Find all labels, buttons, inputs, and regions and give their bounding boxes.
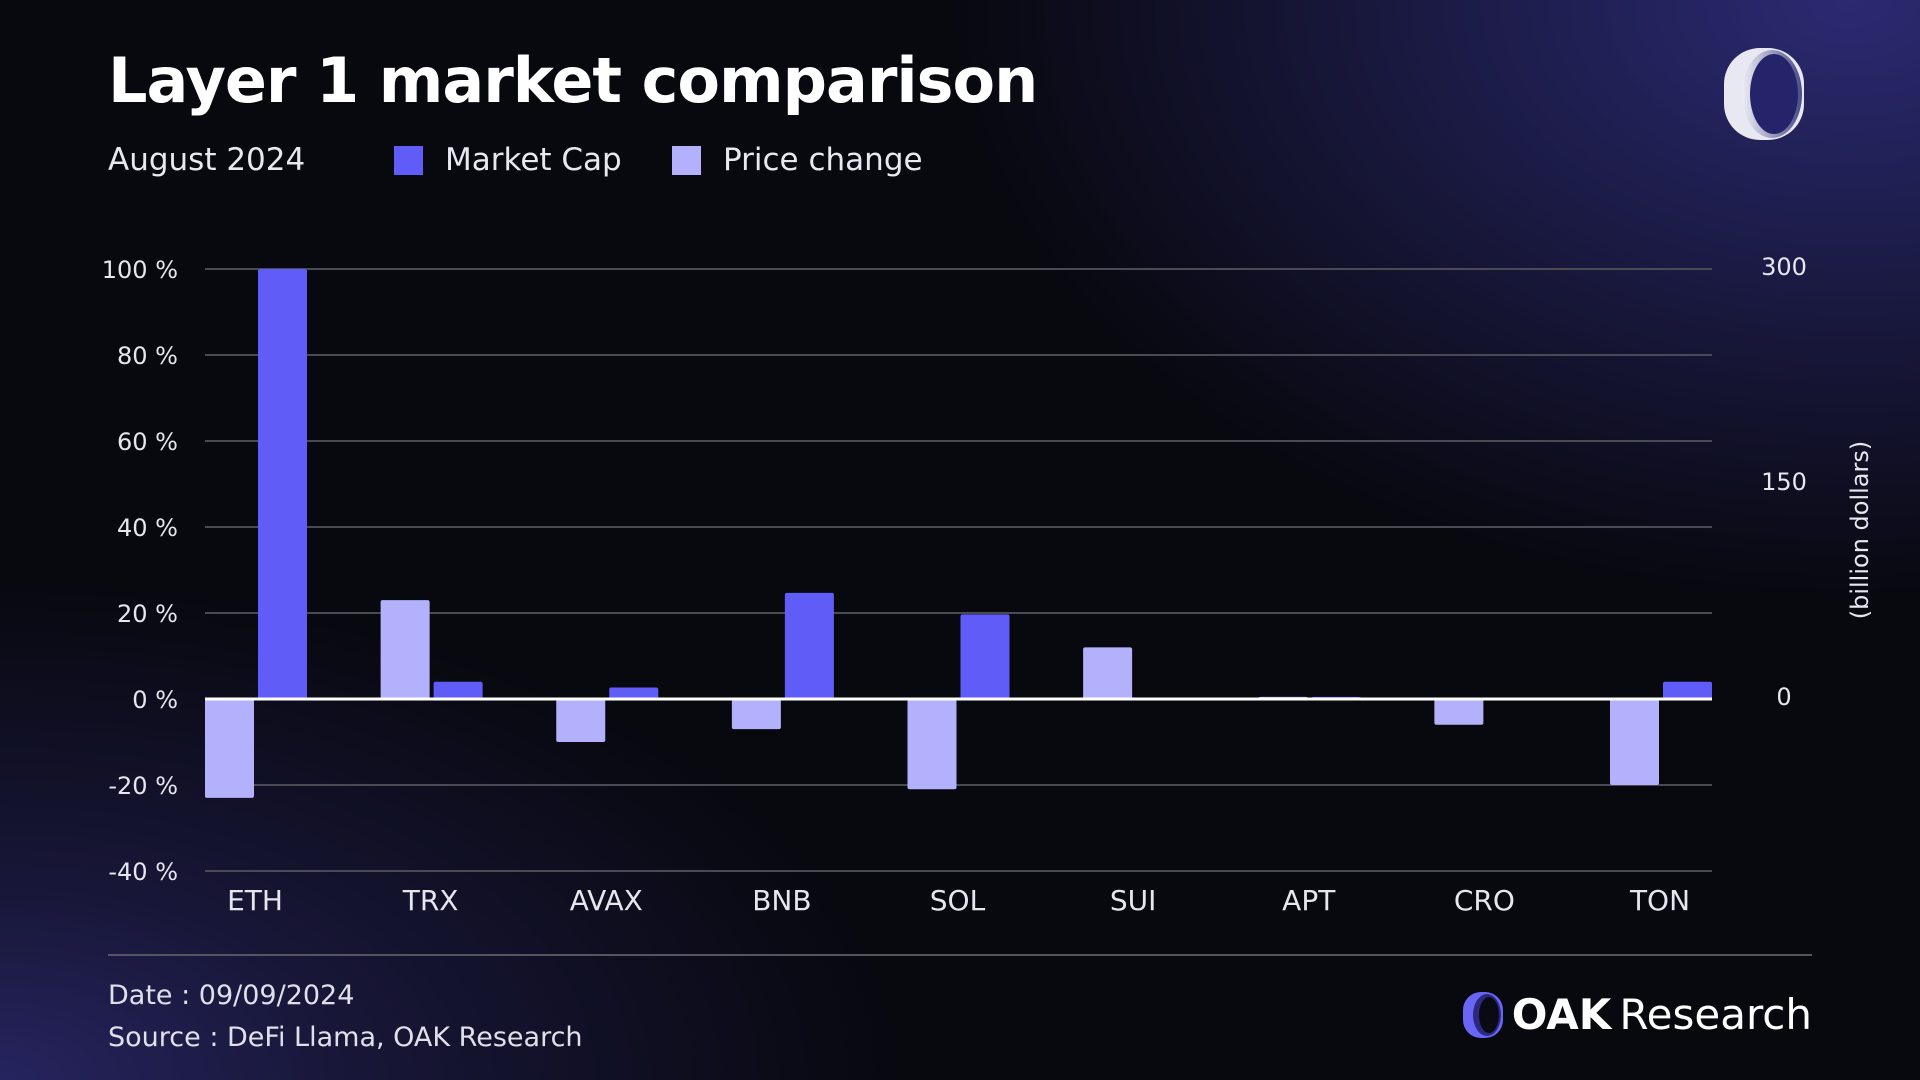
- x-tick-label: BNB: [752, 884, 811, 917]
- y-left-tick-label: 100 %: [102, 256, 178, 284]
- brand-name-light: Research: [1619, 990, 1812, 1039]
- legend-label: Price change: [723, 142, 923, 178]
- bar-price-change-cro: [1434, 699, 1484, 725]
- bar-price-change-avax: [556, 699, 606, 742]
- legend-label: Market Cap: [445, 142, 622, 178]
- footer-source: Source : DeFi Llama, OAK Research: [108, 1022, 583, 1053]
- y-right-tick-label: 300: [1761, 253, 1807, 281]
- bar-price-change-eth: [205, 699, 254, 798]
- x-tick-label: SOL: [930, 884, 986, 917]
- y-left-tick-label: 40 %: [117, 514, 178, 542]
- bar-market-cap-eth: [258, 269, 307, 699]
- bar-market-cap-sol: [960, 614, 1010, 699]
- x-tick-label: TRX: [402, 884, 459, 917]
- page-title: Layer 1 market comparison: [108, 44, 1038, 117]
- y-right-axis-label: (billion dollars): [1846, 441, 1874, 620]
- legend-swatch-market-cap: [394, 145, 423, 175]
- footer-date: Date : 09/09/2024: [108, 980, 355, 1011]
- bar-market-cap-avax: [609, 687, 659, 699]
- y-left-tick-label: -40 %: [108, 858, 178, 886]
- oak-brand-icon: [1462, 991, 1503, 1038]
- bar-market-cap-trx: [433, 681, 483, 699]
- y-left-tick-label: 80 %: [117, 342, 178, 370]
- bar-price-change-bnb: [731, 699, 781, 730]
- bar-price-change-sui: [1083, 647, 1133, 699]
- x-tick-label: AVAX: [570, 884, 643, 917]
- y-left-tick-label: 60 %: [117, 428, 178, 456]
- legend-item-price-change: Price change: [672, 142, 923, 178]
- bar-market-cap-bnb: [784, 592, 834, 699]
- brand-logo: OAK Research: [1462, 990, 1812, 1039]
- x-tick-label: APT: [1282, 884, 1336, 917]
- oak-logo-icon: [1724, 48, 1804, 140]
- brand-name-bold: OAK: [1511, 990, 1612, 1039]
- y-left-tick-label: -20 %: [108, 772, 178, 800]
- bar-price-change-trx: [380, 600, 430, 699]
- legend-swatch-price-change: [672, 145, 701, 175]
- y-right-tick-label: 0: [1776, 683, 1791, 711]
- y-left-tick-label: 20 %: [117, 600, 178, 628]
- bar-market-cap-ton: [1663, 681, 1712, 699]
- y-left-tick-label: 0 %: [132, 686, 178, 714]
- legend-item-market-cap: Market Cap: [394, 142, 622, 178]
- footer-divider: [108, 954, 1812, 956]
- x-tick-label: CRO: [1454, 884, 1515, 917]
- y-right-tick-label: 150: [1761, 468, 1807, 496]
- bar-chart: 100 % 80 % 60 % 40 % 20 % 0 % -20 % -40 % 300 150…: [102, 253, 1874, 917]
- x-tick-label: ETH: [227, 884, 283, 917]
- bar-price-change-ton: [1610, 699, 1659, 785]
- subtitle: August 2024: [108, 142, 306, 178]
- x-tick-label: SUI: [1110, 884, 1157, 917]
- x-tick-label: TON: [1629, 884, 1690, 917]
- bar-price-change-sol: [907, 699, 957, 790]
